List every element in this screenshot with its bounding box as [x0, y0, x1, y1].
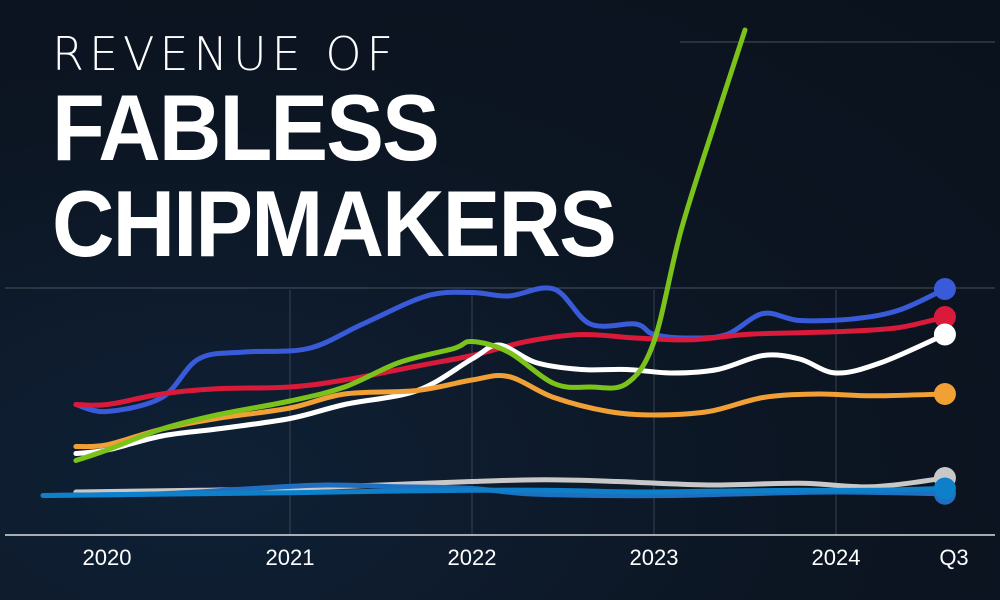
series-end-marker-1	[933, 306, 956, 328]
chart-title: REVENUE OF FABLESS CHIPMAKERS	[52, 28, 664, 272]
x-axis: 2020 2021 2022 2023 2024 Q3	[83, 545, 969, 570]
series-line-6	[40, 486, 948, 498]
series-end-marker-0	[933, 278, 956, 300]
x-tick-label-2024: 2024	[812, 545, 861, 570]
x-tick-label-2022: 2022	[448, 545, 497, 570]
series-line-3	[73, 373, 948, 450]
series-lines	[40, 27, 948, 499]
title-line-3: CHIPMAKERS	[52, 171, 617, 276]
x-tick-label-2020: 2020	[83, 545, 132, 570]
series-end-marker-2	[933, 323, 956, 346]
series-line-2	[73, 332, 948, 456]
x-tick-label-Q3: Q3	[939, 545, 968, 570]
x-tick-label-2023: 2023	[630, 545, 679, 570]
series-end-marker-3	[933, 383, 956, 405]
series-line-7	[73, 27, 748, 463]
grid	[5, 41, 995, 536]
series-line-0	[73, 285, 948, 415]
title-line-1: REVENUE OF	[52, 27, 398, 81]
series-end-marker-6	[933, 477, 956, 500]
series-markers	[933, 278, 956, 505]
title-line-2: FABLESS	[52, 75, 440, 180]
x-tick-label-2021: 2021	[266, 545, 315, 570]
series-line-1	[73, 314, 948, 408]
